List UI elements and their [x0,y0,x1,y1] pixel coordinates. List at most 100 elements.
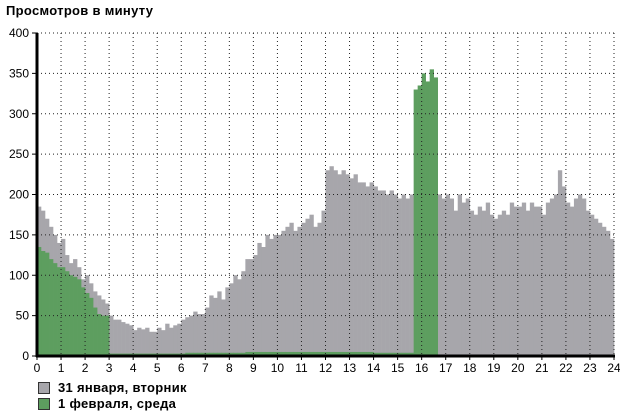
bar-gray [269,238,274,356]
bar-gray [173,325,178,356]
bar-gray [529,202,535,356]
bar-gray [569,206,575,356]
x-tick-label: 23 [583,361,597,375]
bar-gray [233,275,238,356]
bar-gray [337,174,342,356]
bar-gray [549,198,555,356]
bar-green [385,352,390,356]
y-tick-label: 0 [22,349,29,363]
bar-green [337,351,342,356]
bar-green [261,351,266,356]
bar-green [225,352,230,356]
bar-gray [453,210,459,356]
bar-gray [505,214,511,356]
bar-gray [353,174,358,356]
x-tick-label: 1 [58,361,65,375]
bar-gray [301,222,306,356]
bar-gray [333,170,338,356]
bar-green [257,351,262,356]
bar-green [333,351,338,356]
x-tick-label: 11 [295,361,308,375]
bar-gray [345,174,350,356]
x-tick-label: 18 [463,361,477,375]
bar-green [373,352,378,356]
bar-gray [445,194,451,356]
bar-green [201,352,206,356]
bar-green [389,352,394,356]
bar-green [85,293,90,356]
bar-green [429,69,434,357]
bar-gray [165,323,170,356]
bar-gray [461,202,467,356]
bar-green [97,314,102,356]
bar-gray [365,186,370,356]
bar-gray [497,214,503,356]
legend-swatch-green [38,397,50,410]
bar-gray [545,202,551,356]
bar-gray [293,230,298,356]
x-tick-label: 14 [367,361,381,375]
bar-green [393,352,398,356]
bar-gray [449,198,455,356]
x-tick-label: 6 [178,361,185,375]
bar-green [273,351,278,356]
bar-green [301,351,306,356]
bar-gray [397,198,402,356]
bar-green [353,351,358,356]
bar-gray [141,329,146,356]
bar-gray [241,271,246,356]
bar-green [93,307,98,356]
bar-green [369,351,374,356]
bar-green [421,73,426,356]
bar-green [409,352,414,356]
bar-gray [401,194,406,356]
bar-gray [117,319,122,356]
bar-gray [273,234,278,356]
bar-green [197,352,202,356]
bar-gray [249,259,254,356]
bar-gray [473,214,479,356]
bar-gray [325,170,330,356]
bar-green [101,315,106,356]
bar-gray [477,206,483,356]
bar-gray [537,206,543,356]
bar-gray [369,182,374,356]
bar-gray [405,198,410,356]
bar-gray [577,194,583,356]
bar-gray [221,299,226,356]
bar-green [249,351,254,356]
bar-gray [493,218,499,356]
bar-gray [605,230,611,356]
bar-gray [465,198,471,356]
bar-green [209,352,214,356]
bar-gray [373,186,378,356]
bar-gray [609,238,615,356]
x-tick-label: 15 [391,361,405,375]
x-tick-label: 12 [319,361,333,375]
bar-gray [313,226,318,356]
bar-gray [297,226,302,356]
bar-gray [157,327,162,356]
bar-gray [485,202,491,356]
bar-gray [253,255,258,356]
bar-green [233,352,238,356]
bar-gray [457,194,463,356]
bar-gray [309,214,314,356]
bar-green [41,251,46,356]
legend-item-green: 1 февраля, среда [38,396,176,411]
bar-green [105,315,110,356]
bar-green [289,351,294,356]
bar-gray [361,182,366,356]
bar-gray [109,315,114,356]
x-tick-label: 4 [130,361,137,375]
x-tick-label: 13 [343,361,357,375]
bar-green [185,352,190,356]
bar-green [69,275,74,356]
bar-green [253,351,258,356]
bar-green [77,279,82,356]
bar-gray [201,314,206,356]
x-tick-label: 2 [82,361,89,375]
chart-title: Просмотров в минуту [6,3,154,18]
series-green-bars [37,69,438,357]
bar-gray [153,331,158,356]
